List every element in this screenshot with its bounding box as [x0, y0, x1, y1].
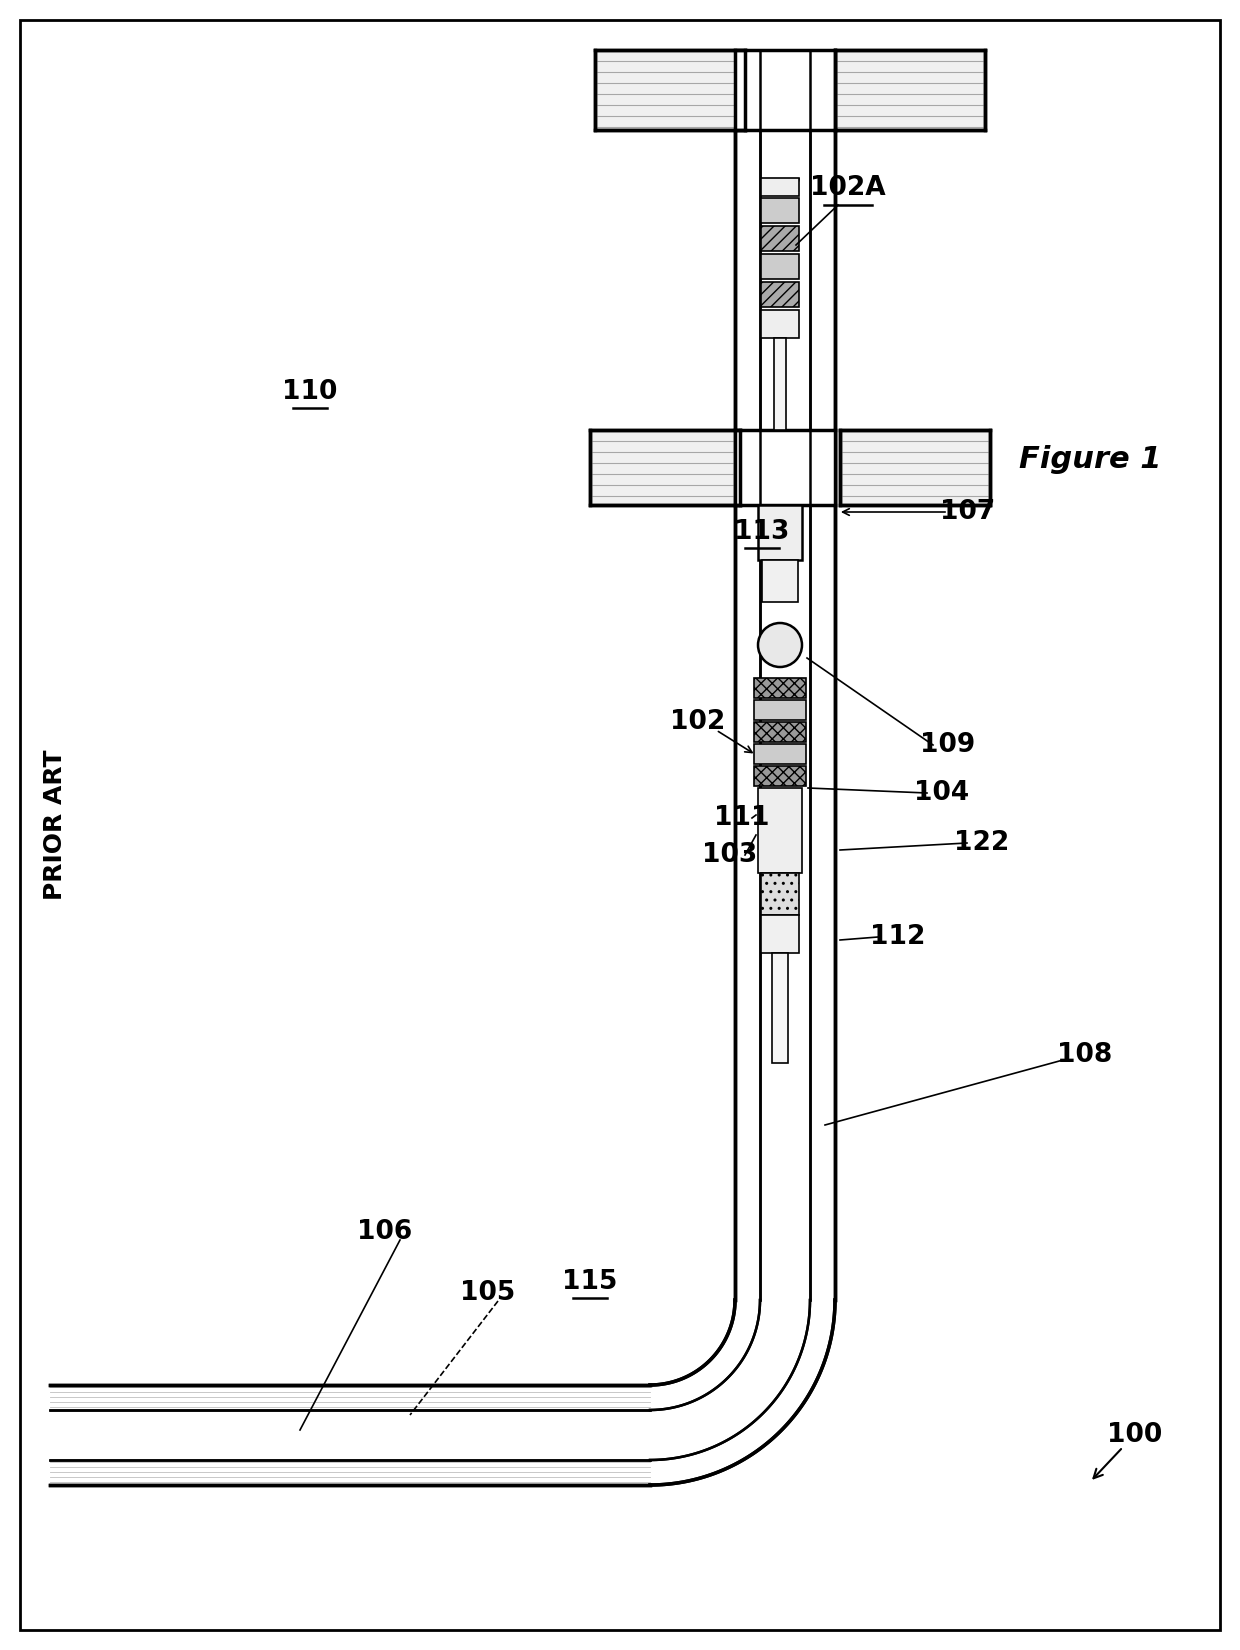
Bar	[590, 431, 740, 505]
Circle shape	[758, 624, 802, 667]
Bar	[761, 226, 799, 251]
Text: PRIOR ART: PRIOR ART	[43, 749, 67, 901]
Bar	[773, 954, 787, 1063]
Text: 106: 106	[357, 1219, 413, 1246]
Bar	[835, 50, 985, 130]
Bar	[774, 338, 786, 431]
Text: 112: 112	[870, 924, 926, 950]
Bar	[754, 766, 806, 785]
Bar	[763, 559, 799, 602]
Bar	[839, 431, 990, 505]
Bar	[761, 282, 799, 307]
Text: 122: 122	[955, 830, 1009, 856]
Bar	[754, 700, 806, 719]
Text: 110: 110	[283, 380, 337, 404]
Bar	[761, 873, 799, 916]
Bar	[758, 505, 802, 559]
Bar	[761, 916, 799, 954]
Bar	[50, 1411, 650, 1460]
Text: 108: 108	[1058, 1043, 1112, 1068]
Bar	[735, 130, 835, 1300]
Text: 113: 113	[734, 520, 790, 544]
Bar	[50, 1384, 650, 1485]
Bar	[735, 431, 835, 505]
Bar	[761, 198, 799, 223]
Text: 107: 107	[940, 498, 996, 525]
Text: 102: 102	[671, 710, 725, 734]
Text: 100: 100	[1107, 1422, 1163, 1449]
Text: Figure 1: Figure 1	[1019, 446, 1161, 475]
Text: 111: 111	[714, 805, 770, 832]
Text: 109: 109	[920, 733, 976, 757]
Bar	[595, 50, 745, 130]
Bar	[758, 789, 802, 873]
Bar	[761, 254, 799, 279]
Text: 102A: 102A	[810, 175, 885, 201]
Text: 103: 103	[702, 842, 758, 868]
Text: 105: 105	[460, 1280, 516, 1307]
Bar	[760, 130, 810, 1300]
Bar	[735, 50, 835, 130]
Bar	[754, 723, 806, 743]
Text: 115: 115	[562, 1269, 618, 1295]
Bar	[754, 678, 806, 698]
Text: 104: 104	[914, 780, 970, 805]
Bar	[754, 744, 806, 764]
Bar	[761, 310, 799, 338]
Bar	[761, 178, 799, 196]
